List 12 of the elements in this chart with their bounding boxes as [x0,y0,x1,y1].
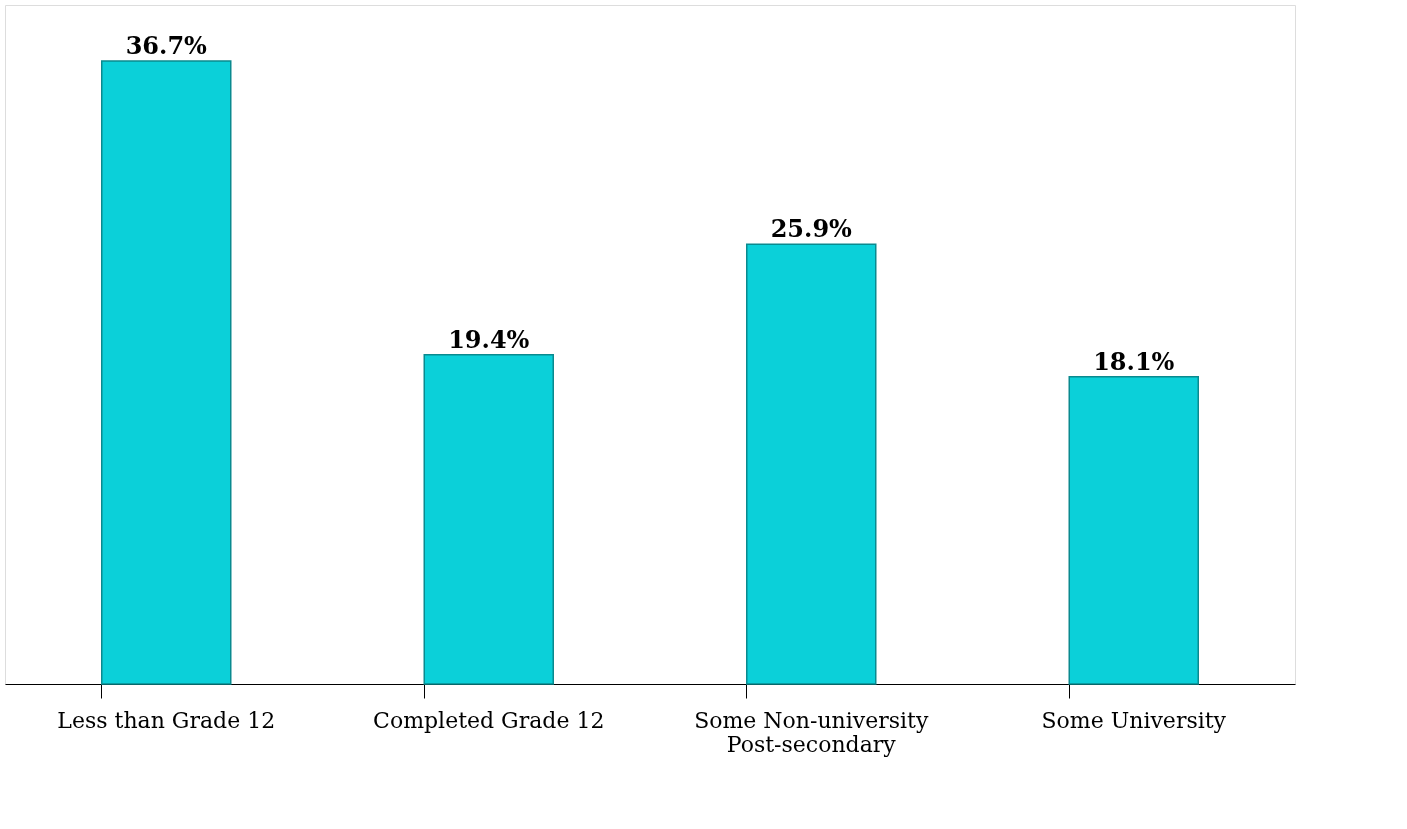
data-label: 18.1% [1093,346,1175,376]
data-label: 19.4% [448,324,530,354]
bar [423,353,554,685]
x-tick-label: Completed Grade 12 [373,707,605,733]
x-tick-label: Some Non-university Post-secondary [694,707,929,757]
data-label: 25.9% [770,214,853,244]
x-tick-label: Less than Grade 12 [57,707,276,733]
data-label: 36.7% [125,31,208,61]
bar [746,243,877,685]
x-tick-label: Some University [1041,707,1227,733]
bar [1068,376,1199,685]
bar [101,60,232,685]
